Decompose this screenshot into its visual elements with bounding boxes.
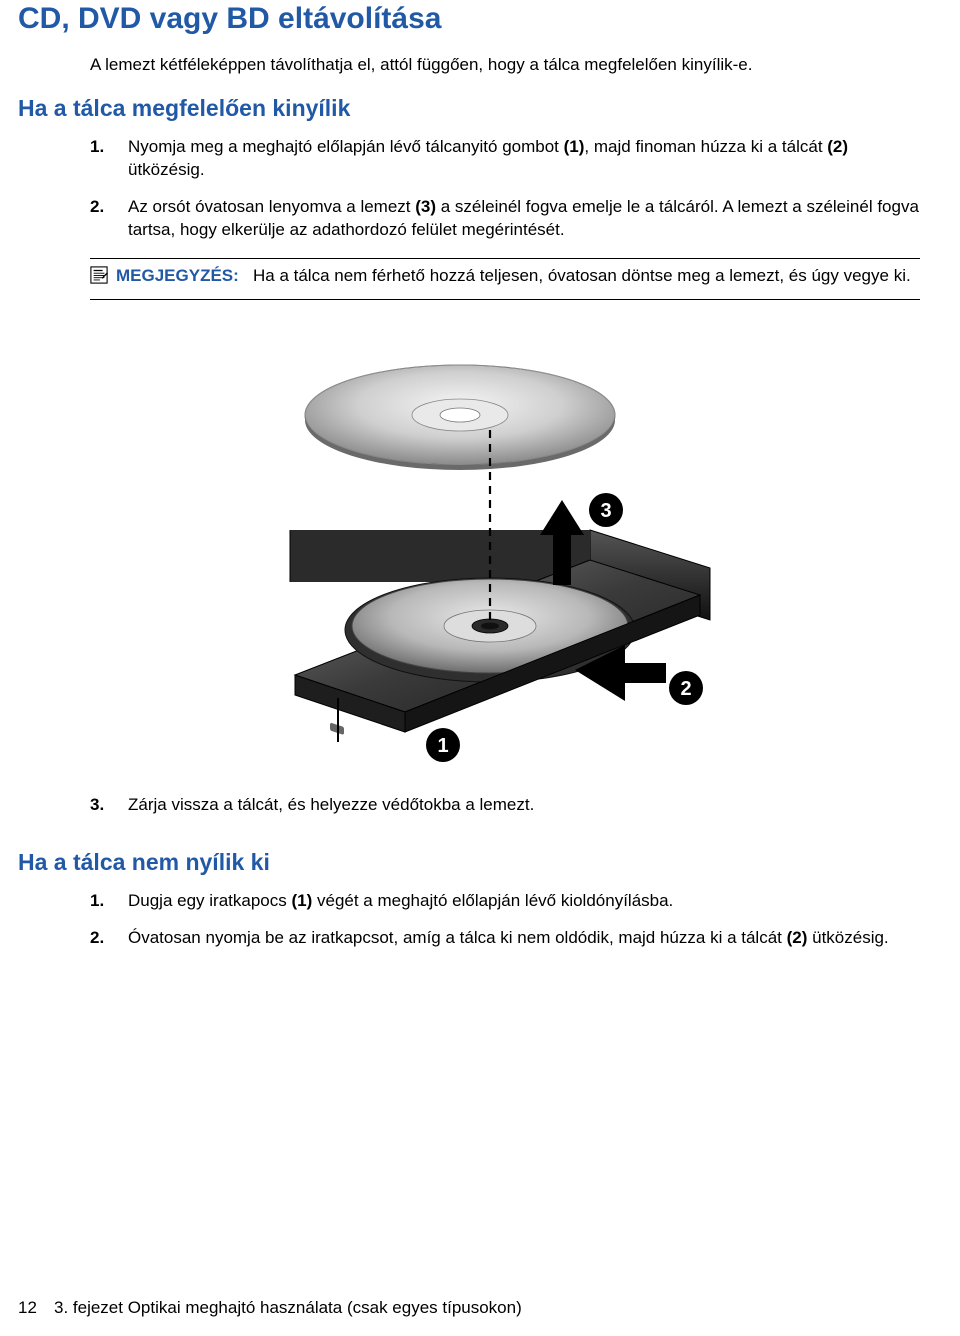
step-number: 1.: [90, 136, 128, 182]
step-text: Nyomja meg a meghajtó előlapján lévő tál…: [128, 136, 920, 182]
note-text: Ha a tálca nem férhető hozzá teljesen, ó…: [253, 266, 911, 285]
diagram-container: 3 2 1: [0, 300, 960, 780]
steps-list-1: 1. Nyomja meg a meghajtó előlapján lévő …: [0, 122, 960, 256]
step-item: 2. Az orsót óvatosan lenyomva a lemezt (…: [90, 196, 920, 256]
step-text: Az orsót óvatosan lenyomva a lemezt (3) …: [128, 196, 920, 242]
steps-list-2: 1. Dugja egy iratkapocs (1) végét a megh…: [0, 876, 960, 964]
section-heading-tray-stuck: Ha a tálca nem nyílik ki: [0, 831, 960, 876]
step-text: Óvatosan nyomja be az iratkapcsot, amíg …: [128, 927, 920, 950]
step-text: Dugja egy iratkapocs (1) végét a meghajt…: [128, 890, 920, 913]
callout-2: 2: [680, 678, 691, 700]
note-label: MEGJEGYZÉS:: [116, 266, 239, 285]
callout-3: 3: [600, 500, 611, 522]
section-heading-tray-opens: Ha a tálca megfelelően kinyílik: [0, 77, 960, 122]
step-item: 1. Nyomja meg a meghajtó előlapján lévő …: [90, 136, 920, 196]
callout-1: 1: [437, 735, 448, 757]
step-item: 3. Zárja vissza a tálcát, és helyezze vé…: [90, 794, 920, 831]
step-text: Zárja vissza a tálcát, és helyezze védőt…: [128, 794, 920, 817]
disc-tray-diagram: 3 2 1: [230, 330, 730, 770]
step-item: 2. Óvatosan nyomja be az iratkapcsot, am…: [90, 927, 920, 964]
step-item: 1. Dugja egy iratkapocs (1) végét a megh…: [90, 890, 920, 927]
document-page: CD, DVD vagy BD eltávolítása A lemezt ké…: [0, 0, 960, 1336]
step-number: 3.: [90, 794, 128, 817]
page-title: CD, DVD vagy BD eltávolítása: [0, 0, 960, 36]
step-number: 1.: [90, 890, 128, 913]
note-body: MEGJEGYZÉS: Ha a tálca nem férhető hozzá…: [116, 265, 920, 291]
intro-paragraph: A lemezt kétféleképpen távolíthatja el, …: [0, 36, 960, 77]
step-number: 2.: [90, 196, 128, 242]
note-block: MEGJEGYZÉS: Ha a tálca nem férhető hozzá…: [90, 258, 920, 300]
page-number: 12: [18, 1298, 54, 1318]
note-icon: [90, 265, 116, 291]
step-number: 2.: [90, 927, 128, 950]
chapter-label: 3. fejezet Optikai meghajtó használata (…: [54, 1298, 942, 1318]
page-footer: 12 3. fejezet Optikai meghajtó használat…: [18, 1298, 942, 1318]
steps-list-1b: 3. Zárja vissza a tálcát, és helyezze vé…: [0, 780, 960, 831]
